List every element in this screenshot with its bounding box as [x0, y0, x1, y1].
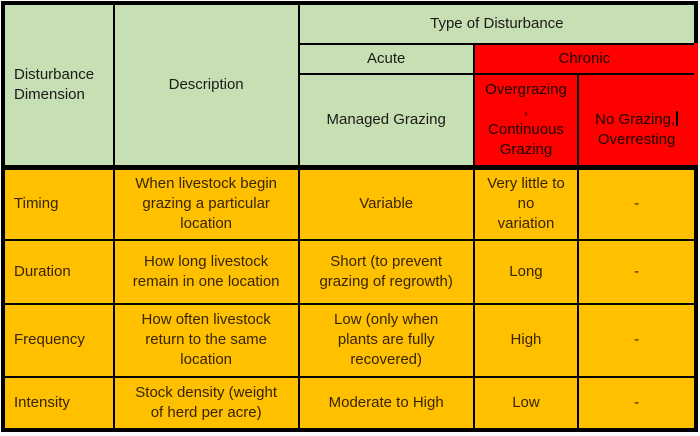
- header-type-of-disturbance: Type of Disturbance: [297, 2, 698, 45]
- no-grazing-cell: -: [577, 375, 697, 432]
- managed-grazing-cell: Variable: [297, 165, 475, 241]
- header-row-subtypes: Managed Grazing Overgrazing , Continuous…: [3, 72, 698, 169]
- header-disturbance-dimension: Disturbance Dimension: [2, 2, 115, 169]
- overgrazing-cell: Long: [472, 238, 580, 305]
- header-description: Description: [112, 2, 300, 169]
- header-row-type: Disturbance Dimension Description Type o…: [2, 2, 698, 169]
- no-grazing-line2: Overresting: [597, 130, 676, 148]
- header-no-grazing-overresting: No Grazing, Overresting: [577, 72, 698, 169]
- header-chronic: Chronic: [472, 42, 699, 75]
- managed-grazing-cell: Short (to prevent grazing of regrowth): [297, 238, 475, 305]
- text-cursor: [676, 110, 679, 126]
- table-row-timing: Timing When livestock begin grazing a pa…: [2, 165, 697, 241]
- dimension-cell: Frequency: [2, 302, 115, 378]
- header-acute: Acute: [297, 42, 475, 75]
- dimension-cell: Timing: [2, 165, 115, 241]
- description-cell: Stock density (weight of herd per acre): [112, 375, 300, 432]
- overgrazing-cell: High: [472, 302, 580, 378]
- overgrazing-cell: Low: [472, 375, 580, 432]
- header-overgrazing-continuous: Overgrazing , Continuous Grazing: [472, 72, 580, 169]
- no-grazing-cell: -: [577, 302, 697, 378]
- no-grazing-cell: -: [577, 238, 697, 305]
- header-managed-grazing: Managed Grazing: [297, 72, 475, 169]
- no-grazing-cell: -: [577, 165, 697, 241]
- description-cell: When livestock begin grazing a particula…: [112, 165, 300, 241]
- overgrazing-cell: Very little to no variation: [472, 165, 580, 241]
- table-row-intensity: Intensity Stock density (weight of herd …: [2, 375, 697, 432]
- managed-grazing-cell: Low (only when plants are fully recovere…: [297, 302, 475, 378]
- no-grazing-line1: No Grazing,: [595, 110, 676, 128]
- header-row-acute-chronic: Acute Chronic: [3, 42, 699, 75]
- table-row-duration: Duration How long livestock remain in on…: [2, 238, 697, 305]
- dimension-cell: Duration: [2, 238, 115, 305]
- description-cell: How long livestock remain in one locatio…: [112, 238, 300, 305]
- dimension-cell: Intensity: [2, 375, 115, 432]
- table-row-frequency: Frequency How often livestock return to …: [2, 302, 697, 378]
- managed-grazing-cell: Moderate to High: [297, 375, 475, 432]
- description-cell: How often livestock return to the same l…: [112, 302, 300, 378]
